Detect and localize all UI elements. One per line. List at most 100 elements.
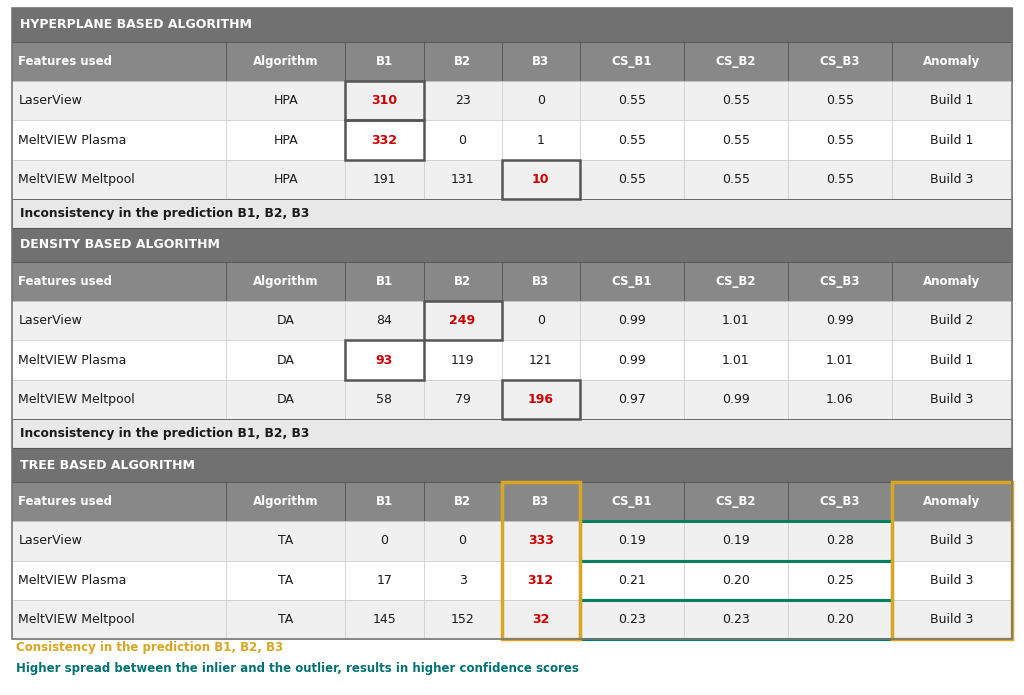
Bar (345, 42, 424, 81)
Text: MeltVIEW Plasma: MeltVIEW Plasma (18, 354, 127, 367)
Bar (502, 380, 580, 419)
Text: Consistency in the prediction B1, B2, B3: Consistency in the prediction B1, B2, B3 (16, 641, 284, 654)
Bar (684, 341, 787, 380)
Bar (684, 120, 787, 160)
Text: 121: 121 (528, 354, 552, 367)
Text: MeltVIEW Meltpool: MeltVIEW Meltpool (18, 393, 135, 406)
Bar (580, 380, 684, 419)
Text: 84: 84 (377, 314, 392, 327)
Bar (12, 521, 225, 560)
Bar (580, 560, 892, 600)
Bar (345, 521, 424, 560)
Bar (12, 341, 225, 380)
Bar (424, 301, 502, 341)
Text: 0: 0 (459, 534, 467, 547)
Text: 332: 332 (372, 133, 397, 147)
Text: HPA: HPA (273, 95, 298, 107)
Text: 32: 32 (531, 613, 549, 626)
Bar (684, 521, 787, 560)
Text: CS_B2: CS_B2 (716, 495, 756, 508)
Text: 79: 79 (455, 393, 470, 406)
Text: CS_B3: CS_B3 (819, 55, 860, 68)
Bar (787, 600, 892, 639)
Text: DA: DA (276, 354, 295, 367)
Text: MeltVIEW Plasma: MeltVIEW Plasma (18, 133, 127, 147)
Text: 1.01: 1.01 (722, 314, 750, 327)
Bar (684, 261, 787, 301)
Bar (345, 482, 424, 521)
Text: Build 1: Build 1 (930, 95, 974, 107)
Bar (892, 482, 1012, 521)
Text: Anomaly: Anomaly (924, 275, 980, 288)
Text: 1.01: 1.01 (826, 354, 854, 367)
Bar (225, 301, 345, 341)
Bar (345, 560, 424, 600)
Bar (502, 160, 580, 199)
Bar (12, 81, 225, 120)
Bar (892, 42, 1012, 81)
Bar (12, 482, 225, 521)
Bar (424, 81, 502, 120)
Bar (892, 482, 1012, 639)
Bar (787, 560, 892, 600)
Bar (345, 261, 424, 301)
Text: MeltVIEW Plasma: MeltVIEW Plasma (18, 574, 127, 587)
Bar (225, 521, 345, 560)
Bar (424, 341, 502, 380)
Bar (787, 482, 892, 521)
Text: 58: 58 (377, 393, 392, 406)
Text: B3: B3 (532, 55, 549, 68)
Text: TA: TA (278, 613, 293, 626)
Bar (787, 160, 892, 199)
Bar (892, 380, 1012, 419)
Bar (684, 301, 787, 341)
Bar (225, 482, 345, 521)
Text: LaserView: LaserView (18, 314, 82, 327)
Bar (424, 120, 502, 160)
Text: B3: B3 (532, 495, 549, 508)
Text: Features used: Features used (18, 275, 113, 288)
Text: 0.55: 0.55 (617, 173, 646, 186)
Text: 0.23: 0.23 (722, 613, 750, 626)
Text: Build 1: Build 1 (930, 354, 974, 367)
Bar (12, 199, 1012, 229)
Text: CS_B1: CS_B1 (611, 275, 652, 288)
Bar (424, 482, 502, 521)
Bar (787, 521, 892, 560)
Text: 0.55: 0.55 (722, 95, 750, 107)
Text: LaserView: LaserView (18, 534, 82, 547)
Bar (787, 120, 892, 160)
Text: 0.55: 0.55 (617, 95, 646, 107)
Bar (424, 380, 502, 419)
Text: 145: 145 (373, 613, 396, 626)
Text: CS_B2: CS_B2 (716, 275, 756, 288)
Text: LaserView: LaserView (18, 95, 82, 107)
Bar (502, 160, 580, 199)
Text: 0: 0 (459, 133, 467, 147)
Bar (225, 261, 345, 301)
Text: B1: B1 (376, 495, 393, 508)
Text: Algorithm: Algorithm (253, 275, 318, 288)
Bar (345, 120, 424, 160)
Text: 0.55: 0.55 (722, 173, 750, 186)
Bar (12, 160, 225, 199)
Bar (225, 42, 345, 81)
Text: TA: TA (278, 534, 293, 547)
Bar (12, 229, 1012, 261)
Bar (787, 380, 892, 419)
Bar (424, 261, 502, 301)
Text: 0.20: 0.20 (826, 613, 854, 626)
Text: B1: B1 (376, 275, 393, 288)
Bar (345, 160, 424, 199)
Text: HYPERPLANE BASED ALGORITHM: HYPERPLANE BASED ALGORITHM (20, 19, 252, 31)
Bar (424, 521, 502, 560)
Bar (424, 560, 502, 600)
Text: 23: 23 (455, 95, 470, 107)
Text: 0.55: 0.55 (826, 133, 854, 147)
Text: 0.99: 0.99 (617, 314, 645, 327)
Text: 0.20: 0.20 (722, 574, 750, 587)
Bar (12, 448, 1012, 482)
Text: TA: TA (278, 574, 293, 587)
Bar (502, 560, 580, 600)
Bar (580, 560, 684, 600)
